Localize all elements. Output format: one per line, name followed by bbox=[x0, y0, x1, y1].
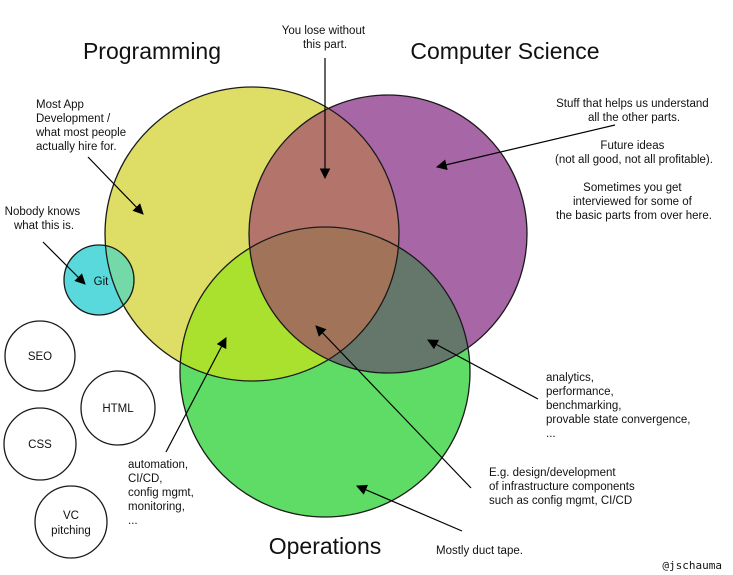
credit-label: @jschauma bbox=[662, 559, 722, 572]
seo-circle bbox=[4, 320, 76, 392]
arrow-app-development bbox=[87, 156, 144, 215]
infrastructure-note: E.g. design/development of infrastructur… bbox=[489, 467, 638, 507]
cs-note-interviewed: Sometimes you get interviewed for some o… bbox=[556, 182, 712, 222]
cs-note-understand: Stuff that helps us understand all the o… bbox=[556, 98, 712, 124]
cs-note-future: Future ideas (not all good, not all prof… bbox=[555, 140, 713, 166]
operations-title: Operations bbox=[269, 533, 382, 559]
git-label: Git bbox=[94, 276, 110, 288]
html-label: HTML bbox=[102, 403, 134, 415]
arrow-nobody-knows bbox=[42, 241, 86, 285]
vc-label: VC bbox=[63, 510, 79, 522]
computer-science-title: Computer Science bbox=[410, 38, 599, 64]
app-development-note: Most App Development / what most people … bbox=[35, 99, 129, 153]
css-circle bbox=[3, 407, 77, 481]
vc-pitching-circle bbox=[34, 485, 108, 559]
automation-note: automation, CI/CD, config mgmt, monitori… bbox=[128, 459, 197, 527]
programming-title: Programming bbox=[83, 38, 221, 64]
nobody-knows-note: Nobody knows what this is. bbox=[5, 206, 84, 232]
duct-tape-note: Mostly duct tape. bbox=[436, 545, 523, 557]
arrow-duct-tape bbox=[356, 484, 463, 532]
center-top-note: You lose without this part. bbox=[282, 25, 369, 51]
analytics-note: analytics, performance, benchmarking, pr… bbox=[546, 372, 694, 440]
arrow-infrastructure bbox=[315, 325, 472, 489]
arrow-analytics bbox=[427, 339, 539, 400]
seo-label: SEO bbox=[28, 351, 52, 363]
pitching-label: pitching bbox=[51, 525, 91, 537]
html-circle bbox=[80, 370, 156, 446]
arrow-automation bbox=[165, 337, 227, 453]
css-label: CSS bbox=[28, 439, 52, 451]
arrow-computer-science bbox=[435, 124, 616, 171]
